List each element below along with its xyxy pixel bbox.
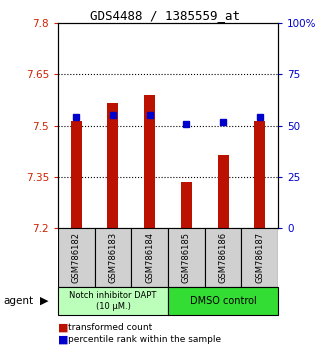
Bar bbox=[217, 155, 228, 228]
Text: GSM786182: GSM786182 bbox=[72, 232, 81, 283]
FancyBboxPatch shape bbox=[58, 228, 95, 287]
Bar bbox=[108, 103, 118, 228]
FancyBboxPatch shape bbox=[168, 228, 205, 287]
Text: Notch inhibitor DAPT
(10 μM.): Notch inhibitor DAPT (10 μM.) bbox=[69, 291, 157, 310]
Text: DMSO control: DMSO control bbox=[190, 296, 257, 306]
Text: transformed count: transformed count bbox=[68, 323, 152, 332]
Text: GSM786186: GSM786186 bbox=[218, 232, 227, 283]
FancyBboxPatch shape bbox=[58, 287, 168, 315]
Bar bbox=[71, 121, 82, 228]
FancyBboxPatch shape bbox=[241, 228, 278, 287]
Text: GSM786185: GSM786185 bbox=[182, 232, 191, 283]
Bar bbox=[254, 121, 265, 228]
FancyBboxPatch shape bbox=[168, 287, 278, 315]
FancyBboxPatch shape bbox=[131, 228, 168, 287]
Text: GSM786187: GSM786187 bbox=[255, 232, 264, 283]
Text: ■: ■ bbox=[58, 335, 69, 345]
Bar bbox=[144, 95, 155, 228]
Text: percentile rank within the sample: percentile rank within the sample bbox=[68, 335, 221, 344]
Bar bbox=[181, 182, 192, 228]
Text: ■: ■ bbox=[58, 322, 69, 332]
FancyBboxPatch shape bbox=[95, 228, 131, 287]
Text: GSM786184: GSM786184 bbox=[145, 232, 154, 283]
Text: GSM786183: GSM786183 bbox=[109, 232, 118, 283]
Text: GDS4488 / 1385559_at: GDS4488 / 1385559_at bbox=[90, 9, 241, 22]
Text: agent: agent bbox=[3, 296, 33, 306]
Text: ▶: ▶ bbox=[40, 296, 49, 306]
FancyBboxPatch shape bbox=[205, 228, 241, 287]
